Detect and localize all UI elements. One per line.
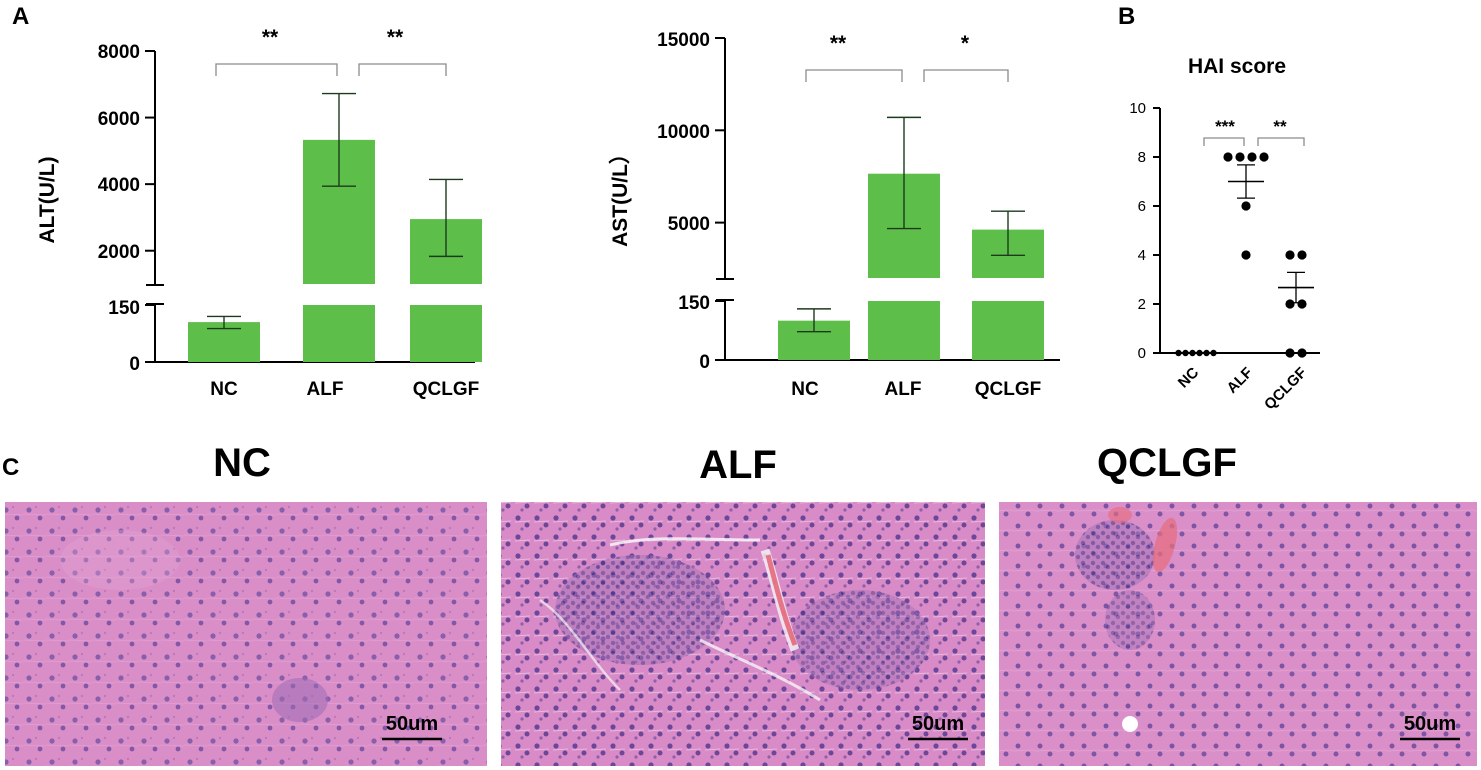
scale-label-alf: 50um bbox=[912, 713, 964, 735]
alt-bar-alf-lower bbox=[303, 305, 375, 362]
hai-point-alf-2 bbox=[1247, 152, 1257, 162]
alt-bracket-2 bbox=[358, 63, 447, 76]
alt-y-tick-4000: 4000 bbox=[98, 175, 140, 196]
alt-tick-label-alf: ALF bbox=[307, 379, 344, 400]
ast-y-tick-10000: 10000 bbox=[657, 122, 710, 143]
alt-y-tick-6000: 6000 bbox=[98, 109, 140, 130]
hai-chart: HAI score 0 2 4 6 8 10 NC ALF QCLGF *** … bbox=[1129, 55, 1320, 413]
hai-bracket-2 bbox=[1257, 137, 1305, 146]
hai-tick-label-qclgf: QCLGF bbox=[1261, 364, 1310, 413]
hai-point-alf-5 bbox=[1241, 250, 1251, 260]
alt-y-tick-2000: 2000 bbox=[98, 242, 140, 263]
hai-point-qclgf-4 bbox=[1285, 348, 1295, 358]
ast-tick-label-alf: ALF bbox=[885, 379, 922, 400]
hai-point-qclgf-1 bbox=[1297, 250, 1307, 260]
hai-point-alf-0 bbox=[1223, 152, 1233, 162]
alt-chart: ALT(U/L) NC ALF QCLGF 0 150 2000 4000 60… bbox=[36, 26, 482, 400]
hai-bracket-1 bbox=[1203, 137, 1245, 146]
alt-bracket-1 bbox=[215, 63, 338, 76]
histology-image-nc: 50um bbox=[5, 502, 487, 766]
alt-significance-1: ** bbox=[262, 26, 279, 49]
panel-letter-c: C bbox=[2, 454, 19, 481]
alt-y-tick-8000: 8000 bbox=[98, 42, 140, 63]
panel-letter-a: A bbox=[12, 3, 29, 30]
alt-tick-label-qclgf: QCLGF bbox=[413, 379, 480, 400]
ast-significance-1: ** bbox=[830, 32, 847, 55]
hai-significance-2: ** bbox=[1273, 117, 1287, 136]
ast-tick-label-qclgf: QCLGF bbox=[975, 379, 1042, 400]
ast-bar-qclgf-lower bbox=[972, 301, 1044, 360]
hai-y-tick-10: 10 bbox=[1129, 100, 1146, 117]
hai-y-tick-4: 4 bbox=[1138, 247, 1146, 264]
hai-point-qclgf-3 bbox=[1297, 299, 1307, 309]
histology-title-nc: NC bbox=[213, 441, 271, 485]
alt-y-tick-0: 0 bbox=[129, 354, 140, 375]
ast-y-tick-5000: 5000 bbox=[668, 214, 710, 235]
hai-point-qclgf-0 bbox=[1285, 250, 1295, 260]
hai-y-tick-8: 8 bbox=[1138, 149, 1146, 166]
ast-chart: AST(U/L） NC ALF QCLGF 0 150 5000 10000 1… bbox=[608, 30, 1060, 400]
hai-point-alf-1 bbox=[1235, 152, 1245, 162]
alt-y-axis-label: ALT(U/L) bbox=[36, 156, 59, 243]
histology-image-qclgf: 50um bbox=[999, 502, 1477, 766]
scale-label-nc: 50um bbox=[386, 713, 438, 735]
ast-significance-2: * bbox=[961, 32, 970, 55]
hai-y-tick-0: 0 bbox=[1138, 345, 1146, 362]
histology-image-alf: 50um bbox=[501, 502, 985, 766]
hai-point-qclgf-2 bbox=[1285, 299, 1295, 309]
histology-title-alf: ALF bbox=[699, 443, 777, 487]
hai-y-tick-6: 6 bbox=[1138, 198, 1146, 215]
histology-section: NC ALF QCLGF 50um 50um bbox=[5, 441, 1477, 766]
ast-y-axis-label: AST(U/L） bbox=[608, 143, 632, 247]
alt-significance-2: ** bbox=[387, 26, 404, 49]
ast-y-tick-150: 150 bbox=[678, 293, 710, 314]
alt-tick-label-nc: NC bbox=[210, 379, 238, 400]
ast-y-tick-0: 0 bbox=[699, 352, 710, 373]
hai-y-tick-2: 2 bbox=[1138, 296, 1146, 313]
alt-y-tick-150: 150 bbox=[108, 298, 140, 319]
panel-letter-b: B bbox=[1118, 3, 1135, 30]
ast-bracket-1 bbox=[805, 69, 903, 82]
ast-bar-alf-lower bbox=[868, 301, 940, 360]
hai-title: HAI score bbox=[1188, 55, 1286, 78]
hai-point-alf-4 bbox=[1241, 201, 1251, 211]
hai-significance-1: *** bbox=[1215, 117, 1235, 136]
ast-tick-label-nc: NC bbox=[791, 379, 819, 400]
hai-point-qclgf-5 bbox=[1297, 348, 1307, 358]
hai-point-alf-3 bbox=[1259, 152, 1269, 162]
hai-tick-label-nc: NC bbox=[1175, 364, 1202, 391]
histology-title-qclgf: QCLGF bbox=[1097, 441, 1237, 485]
ast-bracket-2 bbox=[923, 69, 1009, 82]
scale-label-qclgf: 50um bbox=[1404, 713, 1456, 735]
alt-bar-qclgf-lower bbox=[410, 305, 482, 362]
ast-y-tick-15000: 15000 bbox=[657, 30, 710, 51]
hai-tick-label-alf: ALF bbox=[1224, 364, 1257, 397]
